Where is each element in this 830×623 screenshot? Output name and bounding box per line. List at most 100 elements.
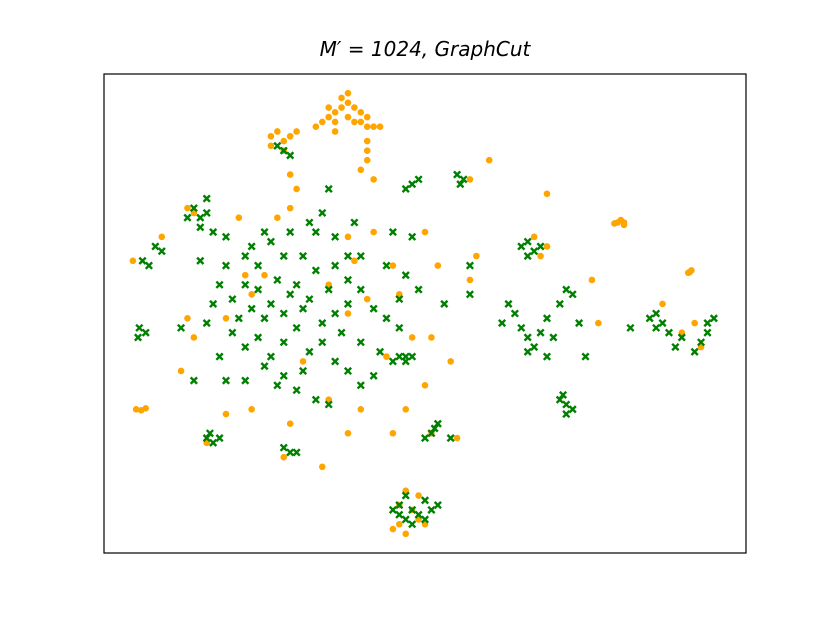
point (324, 285, 333, 294)
point (338, 94, 345, 102)
point (645, 314, 654, 323)
plot-frame (103, 73, 747, 554)
point (292, 386, 301, 395)
point (543, 190, 551, 198)
point (209, 299, 218, 308)
point (686, 269, 693, 276)
point (133, 333, 143, 342)
point (286, 132, 294, 140)
point (221, 261, 231, 270)
point (189, 376, 198, 385)
point (298, 366, 308, 376)
point (658, 319, 667, 328)
point (337, 328, 346, 337)
point (537, 252, 544, 260)
point (388, 505, 397, 514)
point (396, 520, 403, 528)
point (446, 433, 455, 443)
point (344, 99, 352, 107)
point (144, 261, 153, 270)
point (459, 175, 468, 184)
point (184, 314, 191, 322)
point (388, 357, 397, 366)
point (331, 261, 340, 270)
point (402, 406, 410, 413)
point (344, 113, 352, 121)
point (274, 128, 281, 135)
point (234, 314, 243, 323)
point (176, 323, 186, 332)
point (383, 353, 390, 360)
point (453, 434, 461, 442)
point (356, 338, 365, 347)
point (536, 328, 545, 337)
point (401, 271, 410, 280)
point (388, 228, 397, 237)
point (357, 166, 365, 174)
point (697, 338, 706, 347)
point (415, 492, 422, 499)
point (530, 342, 539, 352)
point (558, 390, 568, 399)
point (292, 280, 301, 289)
point (356, 381, 365, 390)
point (370, 176, 377, 183)
point (351, 257, 358, 265)
point (260, 228, 269, 237)
point (279, 251, 288, 261)
point (401, 184, 410, 194)
point (356, 251, 365, 261)
point (543, 243, 551, 250)
point (343, 275, 353, 285)
point (247, 242, 256, 251)
point (138, 256, 147, 265)
point (664, 328, 674, 337)
point (434, 262, 442, 269)
point (542, 314, 552, 323)
point (562, 410, 571, 419)
point (523, 251, 532, 261)
point (331, 232, 340, 241)
point (311, 266, 320, 275)
point (267, 142, 275, 150)
point (420, 496, 430, 505)
point (228, 295, 237, 304)
point (395, 295, 404, 304)
point (286, 290, 295, 299)
point (395, 501, 404, 510)
point (266, 237, 275, 246)
point (517, 242, 526, 251)
point (709, 314, 718, 323)
point (318, 118, 326, 126)
point (343, 251, 353, 261)
point (260, 362, 269, 371)
point (363, 137, 371, 145)
point (408, 232, 417, 241)
point (595, 319, 602, 327)
point (369, 304, 378, 313)
point (312, 123, 320, 130)
point (466, 276, 474, 284)
point (221, 232, 231, 241)
point (135, 323, 144, 332)
point (311, 395, 320, 404)
point (402, 530, 410, 538)
point (530, 233, 538, 241)
point (626, 323, 635, 332)
point (363, 123, 371, 130)
point (221, 376, 231, 385)
point (363, 156, 371, 164)
point (581, 352, 590, 361)
point (620, 219, 628, 226)
point (428, 334, 435, 341)
point (350, 218, 359, 227)
point (465, 290, 474, 299)
point (132, 406, 140, 413)
point (523, 237, 532, 246)
point (376, 123, 384, 130)
point (343, 366, 353, 376)
point (504, 299, 513, 308)
point (382, 261, 391, 270)
point (370, 228, 377, 236)
point (395, 323, 404, 332)
